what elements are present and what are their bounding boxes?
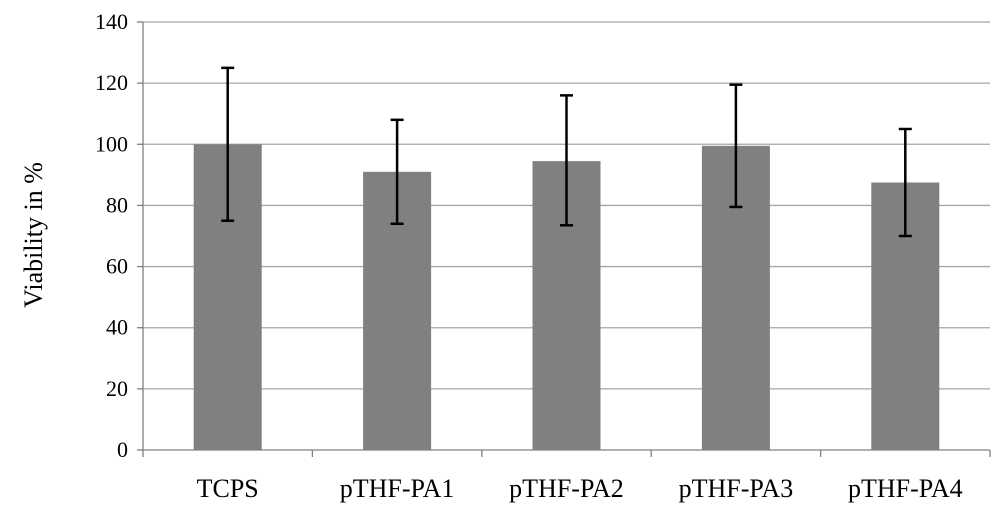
error-bars bbox=[221, 66, 912, 238]
x-category-label-TCPS: TCPS bbox=[197, 474, 259, 503]
y-tick-label-80: 80 bbox=[106, 192, 128, 217]
x-category-label-pTHF-PA1: pTHF-PA1 bbox=[340, 474, 455, 503]
axes bbox=[137, 21, 991, 457]
y-tick-labels: 0 20 40 60 80 100 120 140 bbox=[95, 9, 128, 462]
y-tick-label-0: 0 bbox=[117, 437, 128, 462]
x-category-label-pTHF-PA4: pTHF-PA4 bbox=[848, 474, 963, 503]
y-tick-label-20: 20 bbox=[106, 376, 128, 401]
y-tick-label-40: 40 bbox=[106, 315, 128, 340]
y-tick-label-100: 100 bbox=[95, 131, 128, 156]
y-tick-label-60: 60 bbox=[106, 254, 128, 279]
x-category-labels: TCPS pTHF-PA1 pTHF-PA2 pTHF-PA3 pTHF-PA4 bbox=[197, 474, 963, 503]
x-category-label-pTHF-PA2: pTHF-PA2 bbox=[509, 474, 624, 503]
y-tick-label-120: 120 bbox=[95, 70, 128, 95]
y-axis-title: Viability in % bbox=[19, 162, 48, 308]
y-tick-label-140: 140 bbox=[95, 9, 128, 34]
x-category-label-pTHF-PA3: pTHF-PA3 bbox=[679, 474, 794, 503]
